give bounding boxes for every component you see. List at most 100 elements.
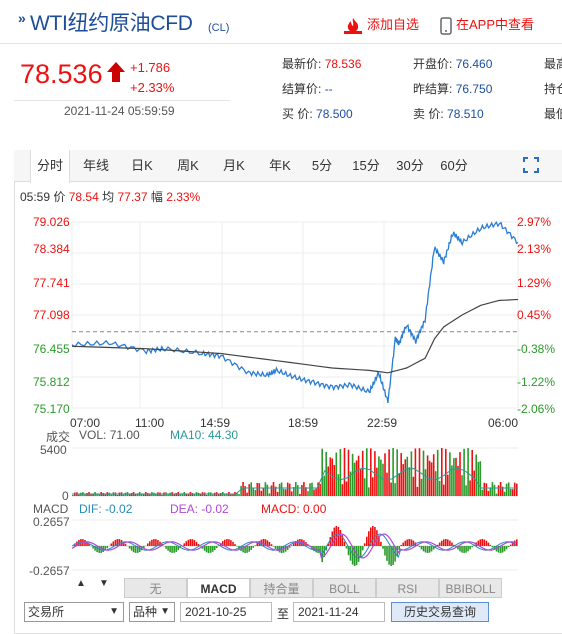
volume-legend: VOL: 71.00	[79, 428, 140, 442]
volume-bar	[345, 481, 348, 496]
quote-bid: 买 价: 78.500	[282, 105, 353, 122]
volume-bar	[84, 494, 86, 496]
volume-bar	[455, 457, 457, 496]
macd-bar	[430, 546, 433, 552]
macd-bar	[284, 546, 287, 552]
variety-select-value: 品种	[133, 605, 158, 619]
date-from-input[interactable]: 2021-10-25	[180, 602, 272, 622]
macd-bar	[341, 535, 344, 546]
volume-bar	[226, 493, 228, 496]
macd-bar	[455, 546, 457, 548]
volume-bar	[325, 451, 327, 496]
indicator-tab-macd[interactable]: MACD	[187, 578, 250, 598]
indicator-tab-boll[interactable]: BOLL	[313, 578, 376, 598]
volume-bar	[479, 461, 482, 496]
macd-bar	[295, 541, 297, 546]
macd-bar	[404, 540, 407, 546]
macd-bar	[349, 546, 352, 561]
indicator-tab-bbiboll[interactable]: BBIBOLL	[439, 578, 502, 598]
volume-bar	[441, 448, 443, 496]
volume-bar	[143, 493, 145, 496]
volume-bar	[140, 493, 143, 496]
tab-5min[interactable]: 5分	[311, 158, 333, 173]
volume-bar	[497, 485, 500, 496]
tab-year-line[interactable]: 年线	[82, 158, 109, 173]
tab-daily-k[interactable]: 日K	[131, 158, 153, 173]
volume-bar	[355, 460, 358, 496]
macd-bar	[120, 540, 123, 546]
add-watchlist-button[interactable]: 添加自选	[343, 14, 419, 35]
volume-bar	[516, 483, 518, 496]
macd-bar	[209, 546, 212, 553]
macd-bar	[463, 546, 465, 553]
y-tick-right: 0.45%	[517, 308, 552, 322]
y-tick-left: 77.098	[33, 308, 70, 322]
quote-settle: 结算价: --	[282, 80, 333, 97]
info-price-label: 价	[53, 190, 66, 204]
macd-bar	[248, 546, 250, 552]
macd-bar	[173, 546, 175, 553]
volume-bar	[477, 462, 480, 496]
info-amp: 2.33%	[166, 190, 201, 204]
fullscreen-icon[interactable]	[523, 157, 539, 173]
view-in-app-button[interactable]: 在APP中查看	[440, 14, 534, 35]
volume-bar	[313, 489, 315, 496]
change-percent: +2.33%	[130, 80, 175, 95]
volume-bar	[305, 487, 307, 496]
macd-bar	[169, 546, 171, 553]
macd-bar	[167, 546, 169, 551]
tab-weekly-k[interactable]: 周K	[177, 158, 199, 173]
volume-bar	[499, 482, 502, 496]
macd-bar	[128, 546, 131, 549]
view-in-app-label: 在APP中查看	[456, 17, 535, 32]
macd-bar	[124, 543, 127, 546]
macd-bar	[218, 545, 220, 546]
scroll-up-button[interactable]: ▲	[76, 578, 86, 589]
volume-bar	[252, 488, 254, 496]
volume-bar	[426, 455, 429, 496]
legend-value: 44.30	[208, 428, 239, 442]
macd-title: MACD	[33, 502, 69, 516]
volume-bar	[357, 455, 360, 496]
y-tick-left: 79.026	[33, 215, 70, 229]
macd-bar	[153, 539, 155, 546]
indicator-tab-oi[interactable]: 持合量	[250, 578, 313, 598]
quote-label: 开盘价:	[413, 57, 453, 71]
volume-bar	[147, 493, 149, 496]
macd-bar	[505, 546, 508, 550]
macd-bar	[256, 543, 259, 546]
indicator-tab-none[interactable]: 无	[124, 578, 187, 598]
volume-bar	[416, 486, 419, 496]
tab-60min[interactable]: 60分	[440, 158, 468, 173]
scroll-down-button[interactable]: ▼	[99, 578, 109, 589]
macd-bar	[224, 539, 226, 546]
macd-bar	[149, 541, 151, 546]
volume-bar	[337, 474, 340, 496]
tab-15min[interactable]: 15分	[352, 158, 380, 173]
exchange-select[interactable]: 交易所 ▼	[24, 602, 124, 622]
macd-bar	[337, 526, 340, 546]
variety-select[interactable]: 品种 ▼	[129, 602, 175, 622]
tab-monthly-k[interactable]: 月K	[223, 158, 245, 173]
dea-legend: DEA: -0.02	[170, 502, 229, 516]
volume-bar	[280, 482, 283, 496]
volume-bar	[149, 494, 151, 496]
legend-name: MA10:	[170, 428, 205, 442]
volume-bar	[343, 448, 346, 496]
y-tick-left: 75.170	[33, 402, 70, 416]
tab-yearly-k[interactable]: 年K	[269, 158, 291, 173]
volume-bar	[388, 449, 390, 496]
macd-bar	[171, 546, 173, 553]
indicator-tab-rsi[interactable]: RSI	[376, 578, 439, 598]
macd-bar	[147, 543, 149, 546]
volume-bar	[434, 471, 437, 496]
volume-bar	[509, 489, 512, 496]
volume-bar	[507, 482, 510, 496]
tab-30min[interactable]: 30分	[396, 158, 424, 173]
date-to-input[interactable]: 2021-11-24	[293, 602, 385, 622]
macd-bar	[418, 546, 421, 548]
history-query-button[interactable]: 历史交易查询	[391, 602, 489, 622]
logo-icon: »	[18, 10, 26, 26]
tab-intraday[interactable]: 分时	[30, 150, 70, 183]
info-amp-label: 幅	[150, 190, 163, 204]
